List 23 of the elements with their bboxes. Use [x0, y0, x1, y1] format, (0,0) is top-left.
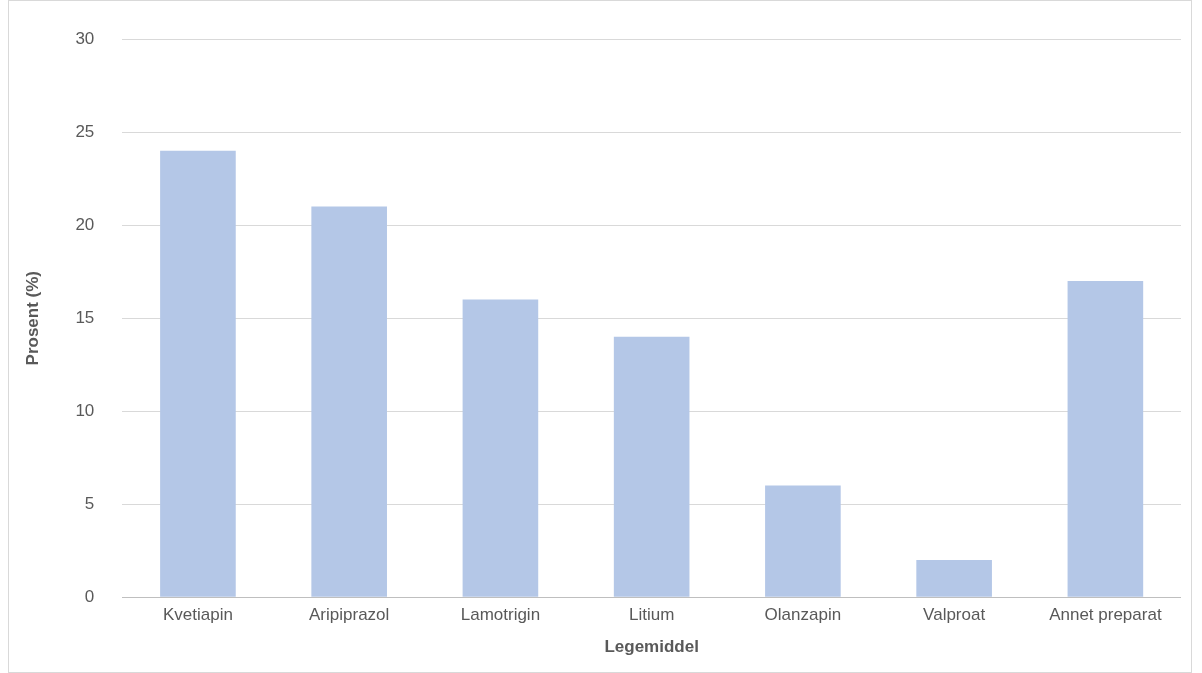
x-tick-label: Valproat [923, 605, 986, 625]
y-tick-label: 10 [75, 400, 95, 420]
y-tick-label: 5 [84, 493, 95, 513]
x-tick-label: Annet preparat [1049, 605, 1162, 625]
x-axis-title: Legemiddel [604, 637, 699, 657]
bar [1067, 281, 1144, 597]
bar [916, 560, 992, 597]
bar [613, 336, 690, 597]
x-tick-label: Aripiprazol [309, 605, 390, 625]
y-tick-label: 25 [75, 121, 95, 141]
y-tick-label: 30 [75, 28, 95, 48]
x-tick-label: Olanzapin [764, 605, 842, 625]
y-axis-title: Prosent (%) [22, 270, 42, 366]
bar [311, 206, 387, 597]
x-tick-label: Kvetiapin [162, 605, 233, 625]
y-tick-label: 20 [75, 214, 95, 234]
y-tick-label: 0 [84, 586, 95, 606]
bar [462, 299, 539, 597]
y-tick-label: 15 [75, 307, 95, 327]
bar [765, 485, 841, 597]
x-tick-label: Lamotrigin [460, 605, 541, 625]
bar [160, 150, 236, 597]
x-tick-label: Litium [628, 605, 675, 625]
